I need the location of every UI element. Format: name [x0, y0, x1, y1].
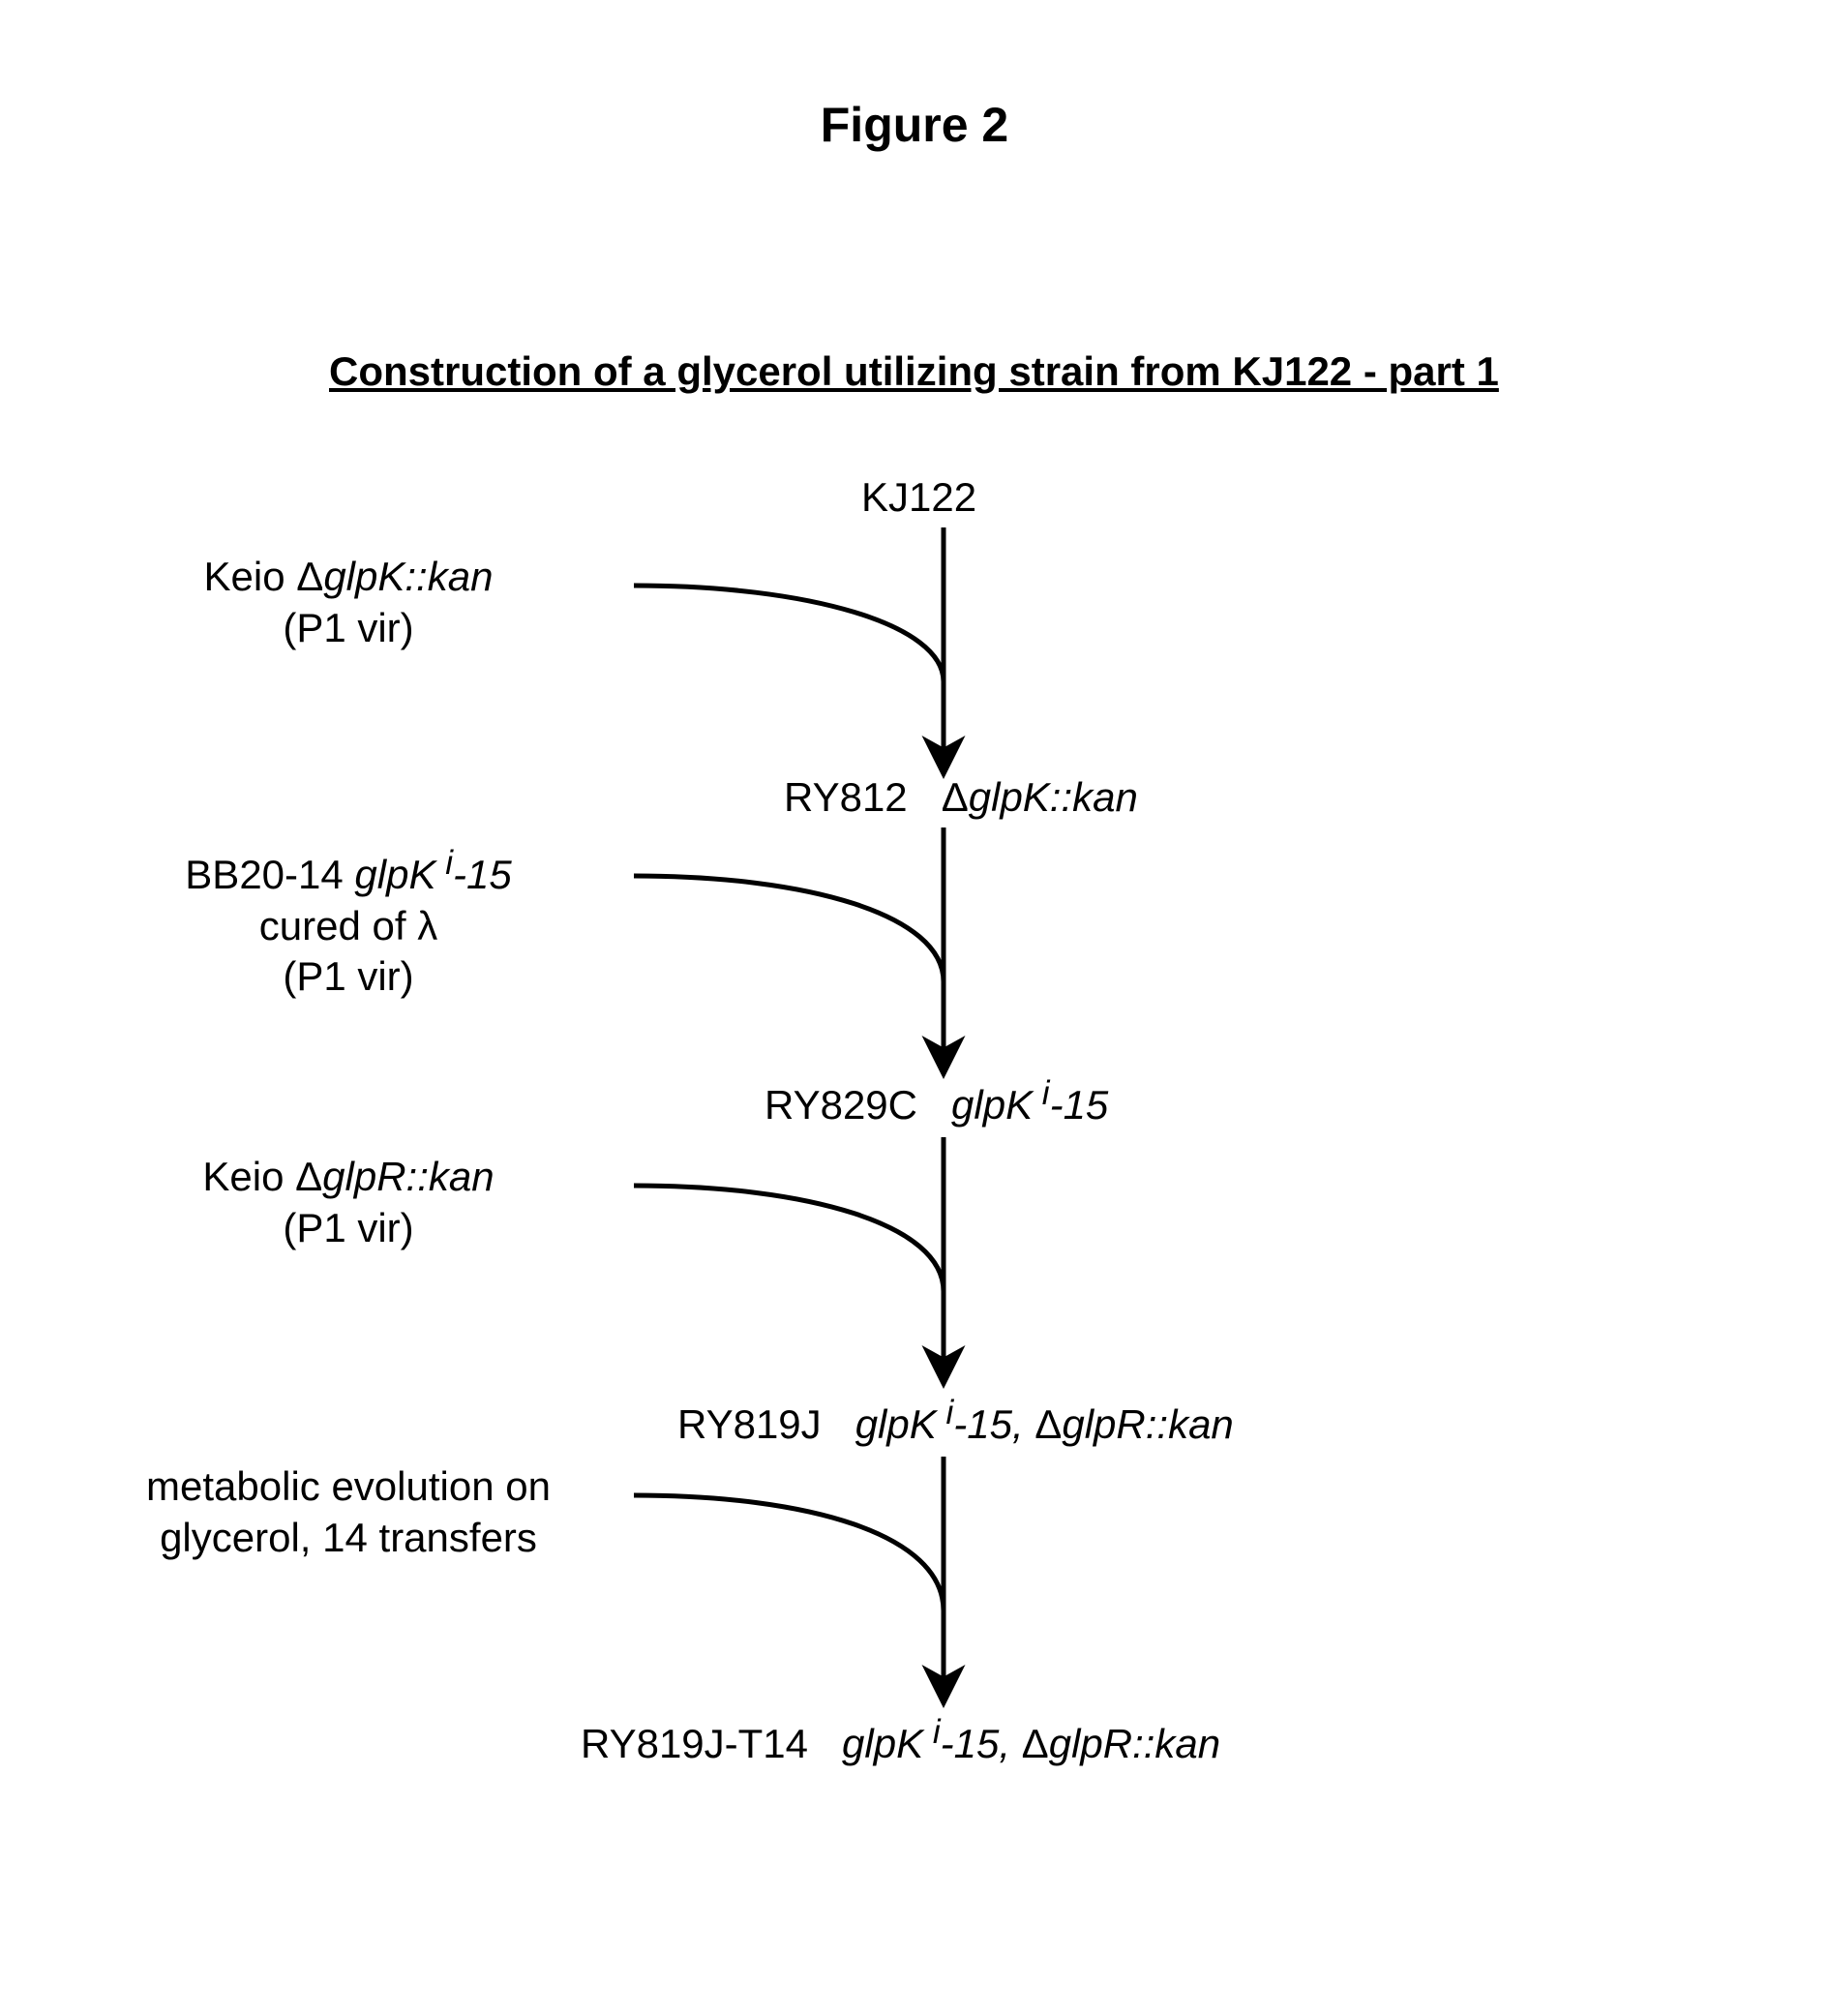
strain-name: RY819J-T14 — [581, 1721, 808, 1766]
step-label-line: (P1 vir) — [77, 603, 619, 654]
step-label-line: Keio ΔglpK::kan — [77, 552, 619, 603]
strain-node: RY819J-T14 glpK i-15, ΔglpR::kan — [581, 1713, 1220, 1767]
step-label-line: metabolic evolution on — [77, 1461, 619, 1513]
figure-title: Figure 2 — [821, 97, 1008, 153]
step-label-line: (P1 vir) — [77, 1203, 619, 1254]
step-label: Keio ΔglpR::kan(P1 vir) — [77, 1152, 619, 1253]
step-label: Keio ΔglpK::kan(P1 vir) — [77, 552, 619, 653]
strain-genotype: glpK i-15, ΔglpR::kan — [855, 1401, 1234, 1447]
strain-name: RY829C — [765, 1082, 917, 1128]
strain-genotype: glpK i-15, ΔglpR::kan — [842, 1721, 1220, 1766]
strain-node: RY812 ΔglpK::kan — [784, 774, 1138, 821]
step-label-line: Keio ΔglpR::kan — [77, 1152, 619, 1203]
figure-subtitle: Construction of a glycerol utilizing str… — [329, 348, 1499, 395]
step-label-line: (P1 vir) — [77, 951, 619, 1003]
step-label-line: glycerol, 14 transfers — [77, 1513, 619, 1564]
step-label: BB20-14 glpK i-15cured of λ(P1 vir) — [77, 842, 619, 1003]
strain-genotype: glpK i-15 — [951, 1082, 1108, 1128]
strain-node: KJ122 — [861, 474, 976, 521]
strain-genotype: ΔglpK::kan — [942, 774, 1138, 820]
strain-node: RY819J glpK i-15, ΔglpR::kan — [677, 1394, 1234, 1448]
step-label-line: cured of λ — [77, 901, 619, 952]
strain-name: RY812 — [784, 774, 908, 820]
strain-node: RY829C glpK i-15 — [765, 1074, 1108, 1128]
step-label: metabolic evolution onglycerol, 14 trans… — [77, 1461, 619, 1563]
strain-name: RY819J — [677, 1401, 822, 1447]
step-label-line: BB20-14 glpK i-15 — [77, 842, 619, 901]
strain-name: KJ122 — [861, 474, 976, 520]
